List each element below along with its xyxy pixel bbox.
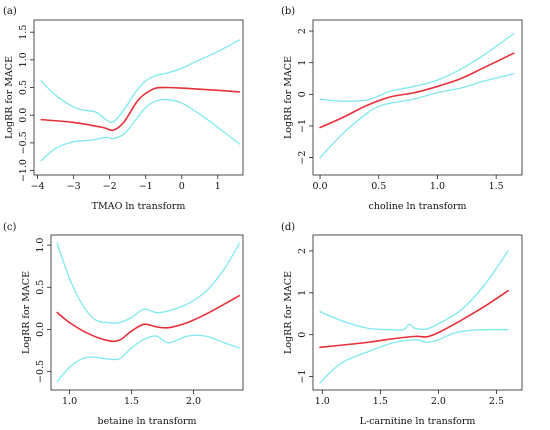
plot-frame [312,234,523,391]
x-axis-label: L-carnitine ln transform [360,416,476,427]
x-tick-label: 1.0 [430,181,445,192]
y-tick-label: 0.0 [18,108,29,123]
x-tick-label: 1.0 [62,396,77,407]
y-tick-label: 1.0 [35,238,46,253]
y-tick-label: 1 [297,290,308,296]
plot-frame [33,19,244,176]
panel-tag: (b) [281,6,295,17]
y-axis-label: LogRR for MACE [283,56,294,139]
x-tick-label: −4 [31,181,45,192]
y-tick-label: −1 [297,370,308,384]
y-axis-label: LogRR for MACE [283,271,294,354]
y-axis-label: LogRR for MACE [4,56,15,139]
ci-upper-curve [56,242,240,324]
ci-lower-curve [319,328,509,384]
ci-lower-curve [319,73,515,159]
x-tick-label: 1.5 [124,396,139,407]
y-tick-label: 0.0 [35,322,46,337]
x-tick-label: 1.0 [315,396,330,407]
ci-lower-curve [56,334,240,383]
ci-lower-curve [40,98,241,162]
plot-frame [50,234,244,391]
fitted-curve [56,294,241,343]
y-tick-label: 0.5 [18,80,29,95]
x-tick-label: 2.0 [431,396,446,407]
y-tick-label: −0.5 [18,131,29,154]
chart-panel-a: (a) −4 −3 −2 −1 0 1 −1.0 −0.5 0.0 0.5 1.0 1.5 TMAO ln… [3,6,244,212]
y-tick-label: 1 [297,60,308,66]
ci-upper-curve [319,32,515,102]
x-tick-label: −2 [103,181,117,192]
x-tick-label: 0.5 [371,181,386,192]
x-tick-label: 0 [179,181,185,192]
chart-panel-b: (b) 0.0 0.5 1.0 1.5 −2 −1 0 1 2 choline ln transfo… [281,6,523,212]
fitted-curve [319,52,515,129]
plot-frame [312,19,523,176]
chart-panel-d: (d) 1.0 1.5 2.0 2.5 −1 0 1 2 L-carnitine ln trans… [281,222,523,427]
y-tick-label: 1.0 [18,52,29,67]
panel-tag: (d) [281,222,295,233]
y-tick-label: −0.5 [35,360,46,383]
y-axis-label: LogRR for MACE [21,271,32,354]
x-axis-label: betaine ln transform [98,416,197,427]
ci-upper-curve [40,39,241,124]
chart-panel-c: (c) 1.0 1.5 2.0 −0.5 0.0 0.5 1.0 betaine ln tran… [3,222,244,427]
fitted-curve [40,86,241,132]
y-tick-label: 2 [297,28,308,34]
x-axis-label: choline ln transform [369,201,467,212]
x-tick-label: 1 [215,181,221,192]
x-axis-label: TMAO ln transform [92,201,186,212]
x-tick-label: 1.5 [489,181,504,192]
x-tick-label: −1 [139,181,153,192]
x-tick-label: 2.5 [489,396,504,407]
panel-tag: (a) [3,6,17,17]
y-tick-label: 1.5 [18,25,29,40]
panel-tag: (c) [3,222,17,233]
y-tick-label: −1 [297,119,308,133]
y-tick-label: −2 [297,151,308,165]
y-tick-label: 2 [297,248,308,254]
y-tick-label: 0.5 [35,280,46,295]
x-tick-label: 1.5 [373,396,388,407]
x-tick-label: −3 [67,181,81,192]
y-tick-label: −1.0 [18,159,29,182]
y-tick-label: 0 [297,332,308,338]
ci-upper-curve [319,250,509,331]
x-tick-label: 0.0 [312,181,327,192]
y-tick-label: 0 [297,91,308,97]
fitted-curve [319,289,509,349]
x-tick-label: 2.0 [186,396,201,407]
